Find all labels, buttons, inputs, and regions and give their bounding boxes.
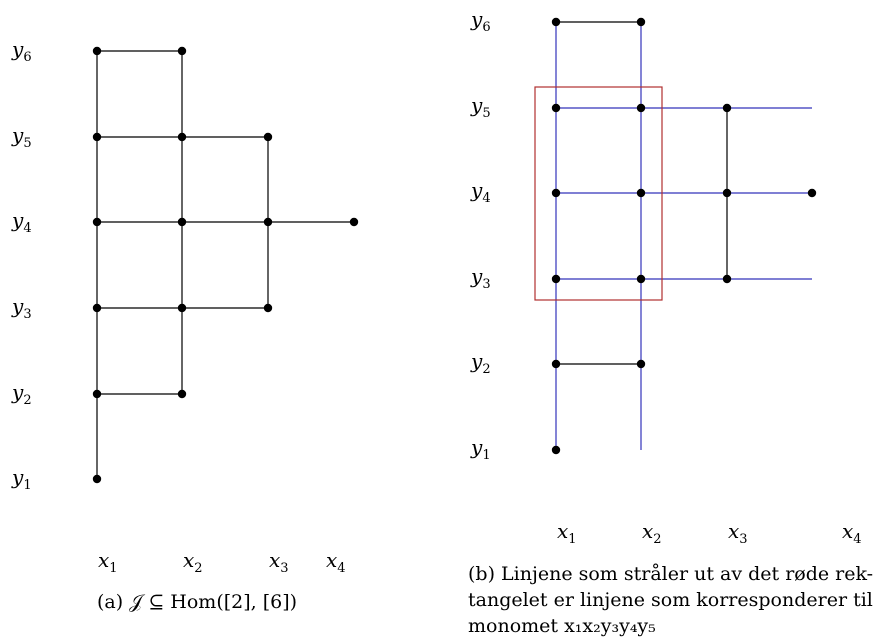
node [92,46,102,56]
node [636,17,646,27]
y-label-4: y4 [11,208,32,236]
x-label-3: x3 [269,548,289,576]
node [722,103,732,113]
node [636,359,646,369]
y-label-6: y6 [11,37,32,65]
y-label-2: y2 [11,380,32,408]
node [349,217,359,227]
node [92,303,102,313]
node [807,188,817,198]
x-label-4: x4 [842,519,862,547]
panel-b-nodes [551,17,817,455]
caption-a: (a) 𝒥 ⊆ Hom([2], [6]) [97,591,297,613]
node [636,103,646,113]
y-label-5: y5 [11,123,32,151]
node [551,17,561,27]
panel-a: y6 y5 y4 y3 y2 y1 x1 x2 x3 x4 (a) 𝒥 ⊆ Ho… [11,37,359,613]
node [636,188,646,198]
x-label-4: x4 [326,548,346,576]
caption-b-line-1: (b) Linjene som stråler ut av det røde r… [468,563,873,585]
x-label-1: x1 [98,548,118,576]
node [263,132,273,142]
x-label-1: x1 [557,519,577,547]
node [263,303,273,313]
node [92,217,102,227]
y-label-5: y5 [470,93,491,121]
node [177,217,187,227]
panel-b-rays [555,22,812,450]
node [92,389,102,399]
panel-a-edges [96,50,354,479]
node [177,46,187,56]
caption-b-line-3: monomet x₁x₂y₃y₄y₅ [468,615,656,637]
y-label-6: y6 [470,7,491,35]
y-label-4: y4 [470,178,491,206]
node [92,474,102,484]
y-label-3: y3 [11,294,32,322]
panel-a-nodes [92,46,359,484]
node [177,303,187,313]
node [551,445,561,455]
highlight-rectangle [534,86,663,301]
panel-b: y6 y5 y4 y3 y2 y1 x1 x2 x3 x4 (b) Linjen… [468,7,873,637]
node [551,274,561,284]
x-label-2: x2 [642,519,662,547]
caption-b-line-2: tangelet er linjene som korresponderer t… [468,589,873,611]
node [636,274,646,284]
node [551,359,561,369]
y-label-3: y3 [470,264,491,292]
node [722,274,732,284]
y-label-1: y1 [11,465,32,493]
y-label-1: y1 [470,435,491,463]
y-label-2: y2 [470,349,491,377]
node [551,103,561,113]
x-label-3: x3 [728,519,748,547]
node [263,217,273,227]
node [722,188,732,198]
node [177,132,187,142]
x-label-2: x2 [183,548,203,576]
node [92,132,102,142]
node [177,389,187,399]
node [551,188,561,198]
